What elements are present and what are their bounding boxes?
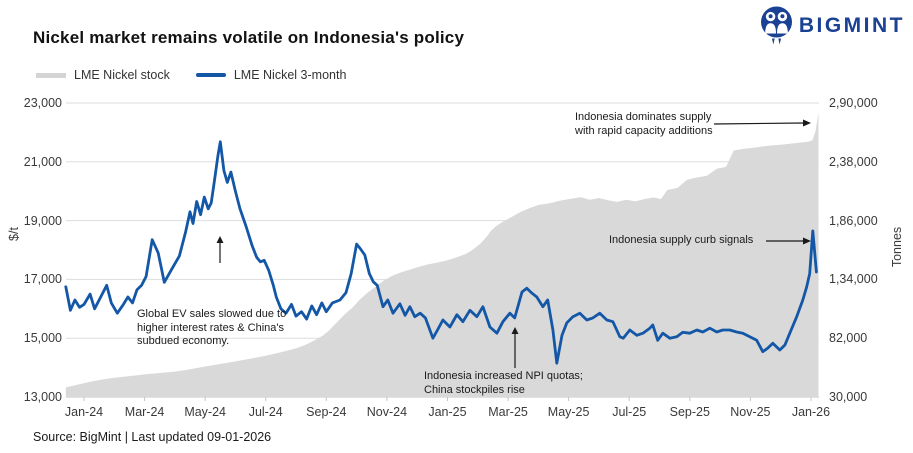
x-tick-label: Jan-26 [791,405,831,419]
page-title: Nickel market remains volatile on Indone… [33,28,465,47]
y-right-tick-label: 2,90,000 [829,96,878,110]
bigmint-logo-icon [760,6,792,45]
y-left-tick-label: 23,000 [23,96,62,110]
legend-swatch-price [195,73,226,77]
y-right-tick-label: 82,000 [829,331,868,346]
annotation-dominates-supply: Indonesia dominates supply with rapid ca… [575,111,713,137]
x-tick-label: May-24 [184,405,226,419]
legend-label-price: LME Nickel 3-month [233,68,347,82]
bigmint-wordmark: BIGMINT [798,14,905,37]
y-right-tick-label: 1,34,000 [829,272,878,287]
y-right-tick-label: 2,38,000 [829,154,878,169]
annotation-npi-quotas: Indonesia increased NPI quotas; China st… [424,370,583,396]
x-tick-label: Nov-24 [366,405,408,419]
x-tick-label: Mar-25 [488,405,528,419]
y-left-tick-label: 17,000 [23,272,62,287]
x-tick-label: Jan-25 [428,405,467,419]
y-left-tick-label: 13,000 [23,390,62,404]
legend: LME Nickel stock LME Nickel 3-month [36,68,346,82]
y-left-tick-label: 15,000 [23,331,62,346]
legend-swatch-stock [36,72,66,78]
legend-item-stock: LME Nickel stock [36,68,170,82]
source-note: Source: BigMint | Last updated 09-01-202… [33,430,272,444]
x-tick-label: May-25 [547,405,590,419]
x-tick-label: Nov-25 [730,405,771,419]
x-tick-label: Jan-24 [64,405,104,419]
y-right-tick-label: 30,000 [829,390,868,404]
x-tick-label: Sep-25 [669,405,710,419]
annotation-supply-curb: Indonesia supply curb signals [609,234,754,246]
legend-item-price: LME Nickel 3-month [195,68,347,82]
brand-logo: BIGMINT [760,6,905,46]
legend-label-stock: LME Nickel stock [74,68,170,82]
y-left-tick-label: 19,000 [23,213,62,228]
x-tick-label: Sep-24 [306,405,347,419]
annotation-ev-slowdown: Global EV sales slowed due to higher int… [137,308,287,348]
y-left-tick-label: 21,000 [23,154,62,169]
x-tick-label: Jul-24 [248,405,283,419]
x-tick-label: Mar-24 [124,405,165,419]
y-right-tick-label: 1,86,000 [829,213,878,228]
x-tick-label: Jul-25 [612,405,647,419]
